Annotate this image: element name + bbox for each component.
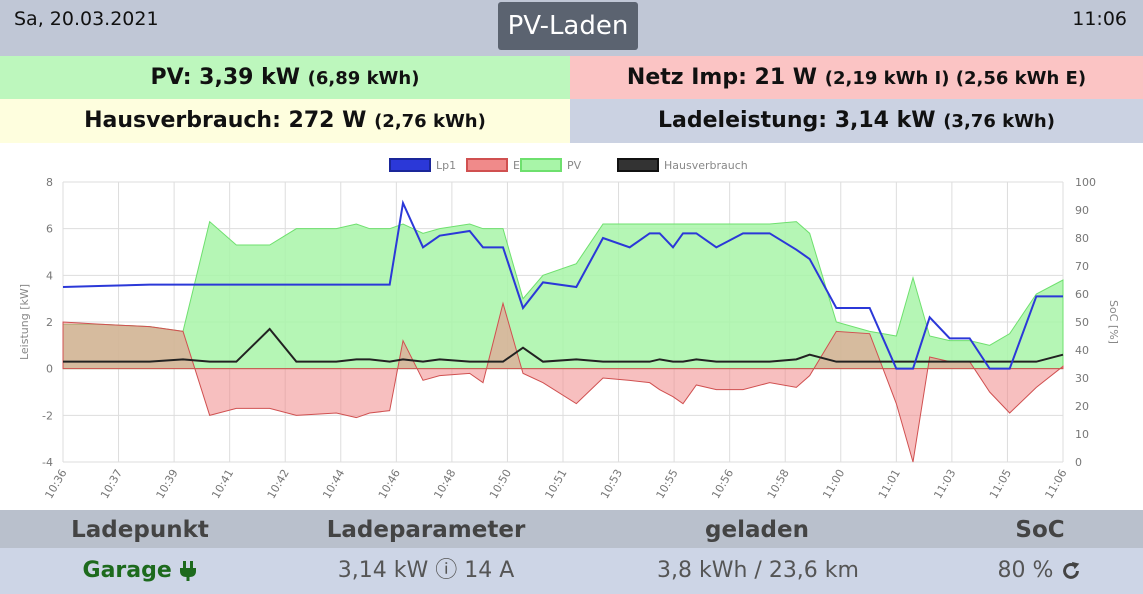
hausverbrauch-summary: Hausverbrauch: 272 W (2,76 kWh) bbox=[0, 99, 570, 143]
y2-tick-label: 20 bbox=[1075, 400, 1089, 413]
ladepunkt-name: Garage bbox=[82, 558, 172, 583]
x-tick-label: 11:01 bbox=[876, 467, 903, 501]
series-hausverbrauch-line bbox=[63, 327, 1064, 363]
y2-tick-label: 90 bbox=[1075, 204, 1089, 217]
legend-swatch bbox=[389, 158, 431, 172]
y2-tick-label: 30 bbox=[1075, 372, 1089, 385]
y2-tick-label: 10 bbox=[1075, 428, 1089, 441]
legend-swatch bbox=[520, 158, 562, 172]
x-tick-label: 10:37 bbox=[98, 467, 125, 501]
lade-energy: (3,76 kWh) bbox=[943, 111, 1055, 132]
y-tick-label: 6 bbox=[46, 223, 53, 236]
series-lp1-line bbox=[62, 199, 1063, 370]
series-evu-area bbox=[62, 301, 1064, 463]
legend-label: Hausverbrauch bbox=[664, 159, 748, 172]
series-pv-area bbox=[62, 220, 1064, 370]
header-ladepunkt: Ladepunkt bbox=[71, 517, 209, 543]
current-time: 11:06 bbox=[1072, 8, 1127, 30]
netz-power: Netz Imp: 21 W bbox=[626, 65, 818, 90]
x-tick-label: 11:05 bbox=[987, 467, 1014, 501]
ladepunkt-row[interactable]: Garage 3,14 kW ⓘ 14 A 3,8 kWh / 23,6 km … bbox=[0, 548, 1143, 594]
y-tick-label: -2 bbox=[42, 409, 53, 422]
y-tick-label: 8 bbox=[46, 176, 53, 189]
netz-energy: (2,19 kWh I) (2,56 kWh E) bbox=[824, 68, 1087, 89]
x-tick-label: 10:46 bbox=[376, 467, 403, 501]
x-tick-label: 10:51 bbox=[542, 467, 569, 501]
legend-label: Lp1 bbox=[436, 159, 456, 172]
y-axis-label: Leistung [kW] bbox=[18, 284, 31, 360]
y2-tick-label: 100 bbox=[1075, 176, 1096, 189]
top-bar: Sa, 20.03.2021 PV-Laden 11:06 bbox=[0, 0, 1143, 56]
header-ladeparameter: Ladeparameter bbox=[326, 517, 526, 543]
y2-tick-label: 0 bbox=[1075, 456, 1082, 469]
ladepunkt-garage[interactable]: Garage bbox=[40, 548, 240, 594]
page-title-button[interactable]: PV-Laden bbox=[498, 2, 638, 50]
haus-energy: (2,76 kWh) bbox=[374, 111, 486, 132]
soc-cell[interactable]: 80 % bbox=[965, 548, 1115, 594]
y2-tick-label: 70 bbox=[1075, 260, 1089, 273]
x-tick-label: 10:58 bbox=[765, 467, 792, 501]
x-tick-label: 10:41 bbox=[209, 467, 236, 501]
legend-swatch bbox=[617, 158, 659, 172]
plug-icon bbox=[180, 561, 197, 581]
x-tick-label: 10:50 bbox=[487, 467, 514, 501]
pv-energy: (6,89 kWh) bbox=[307, 68, 420, 89]
x-tick-label: 11:06 bbox=[1042, 467, 1069, 501]
y2-tick-label: 40 bbox=[1075, 344, 1089, 357]
x-tick-label: 11:00 bbox=[820, 467, 847, 501]
lade-power: Ladeleistung: 3,14 kW bbox=[658, 108, 936, 133]
y-tick-label: 0 bbox=[46, 363, 53, 376]
x-tick-label: 10:48 bbox=[431, 467, 458, 501]
y2-tick-label: 50 bbox=[1075, 316, 1089, 329]
y-tick-label: 4 bbox=[46, 269, 53, 282]
soc-value: 80 % bbox=[997, 558, 1054, 583]
y2-axis-label: SoC [%] bbox=[1107, 300, 1120, 344]
y-tick-label: -4 bbox=[42, 456, 53, 469]
refresh-icon[interactable] bbox=[1060, 560, 1082, 582]
y2-tick-label: 60 bbox=[1075, 288, 1089, 301]
current-date: Sa, 20.03.2021 bbox=[14, 8, 159, 30]
x-tick-label: 10:42 bbox=[265, 467, 292, 501]
pv-power: PV: 3,39 kW bbox=[150, 65, 300, 90]
y2-tick-label: 80 bbox=[1075, 232, 1089, 245]
ladeleistung-summary: Ladeleistung: 3,14 kW (3,76 kWh) bbox=[570, 99, 1143, 143]
x-tick-label: 10:56 bbox=[709, 467, 736, 501]
ladepunkt-table-header: Ladepunkt Ladeparameter geladen SoC bbox=[0, 510, 1143, 548]
y-tick-label: 2 bbox=[46, 316, 53, 329]
x-tick-label: 11:03 bbox=[931, 467, 958, 501]
netz-summary: Netz Imp: 21 W (2,19 kWh I) (2,56 kWh E) bbox=[570, 56, 1143, 99]
x-tick-label: 10:44 bbox=[320, 467, 347, 501]
x-tick-label: 10:53 bbox=[598, 467, 625, 501]
ladeparameter-value[interactable]: 3,14 kW ⓘ 14 A bbox=[337, 558, 515, 583]
header-geladen: geladen bbox=[705, 517, 809, 543]
haus-power: Hausverbrauch: 272 W bbox=[84, 108, 367, 133]
pv-summary: PV: 3,39 kW (6,89 kWh) bbox=[0, 56, 570, 99]
legend-swatch bbox=[466, 158, 508, 172]
x-tick-label: 10:39 bbox=[154, 467, 181, 501]
geladen-value: 3,8 kWh / 23,6 km bbox=[657, 558, 859, 583]
x-tick-label: 10:36 bbox=[42, 467, 69, 501]
legend-label: PV bbox=[567, 159, 582, 172]
x-tick-label: 10:55 bbox=[654, 467, 681, 501]
header-soc: SoC bbox=[1015, 517, 1065, 543]
